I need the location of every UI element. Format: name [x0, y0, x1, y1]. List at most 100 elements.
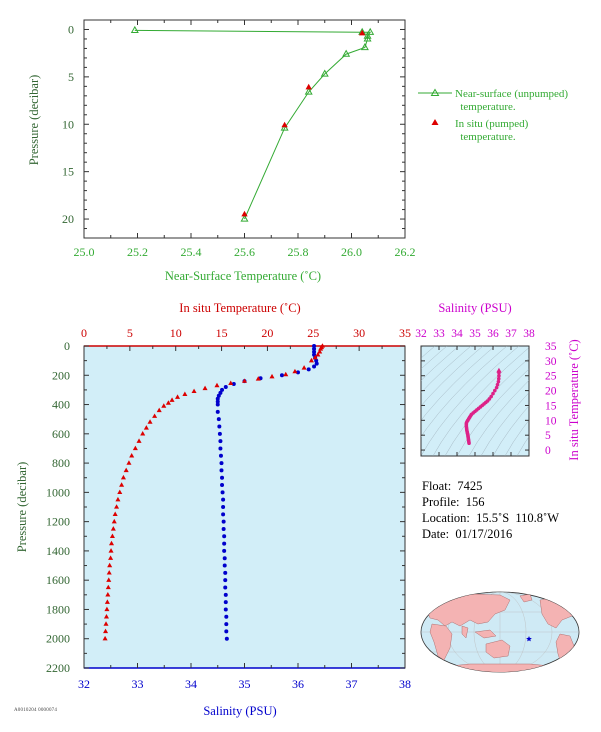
ts-point — [478, 405, 483, 409]
temperature-point — [147, 419, 153, 424]
ts-surface-marker — [496, 367, 502, 373]
ts-point — [467, 441, 471, 446]
ts-point — [495, 382, 500, 387]
temperature-point — [269, 373, 275, 379]
plot1-x-tick-label: 25.4 — [181, 245, 202, 259]
plot2-temp-tick-label: 35 — [399, 326, 411, 340]
plot2-sal-tick-label: 36 — [292, 677, 304, 691]
plot1-frame — [83, 19, 406, 239]
ts-point — [496, 379, 501, 384]
plot2-y-tick-label: 1200 — [46, 515, 70, 529]
salinity-point — [217, 424, 222, 429]
salinity-point — [215, 396, 220, 401]
temperature-point — [161, 403, 167, 408]
ts-point — [464, 422, 469, 427]
map-asia-europe — [424, 593, 511, 627]
plot3-sal-tick-label: 37 — [505, 328, 517, 340]
map-africa — [429, 623, 453, 661]
temperature-point — [292, 368, 298, 374]
temperature-point — [126, 460, 132, 465]
temperature-point — [319, 344, 325, 350]
float-location-star-icon — [526, 636, 532, 642]
plot1-ylabel: Pressure (decibar) — [27, 75, 41, 166]
unpumped-point — [360, 42, 369, 51]
temperature-point — [169, 397, 175, 402]
salinity-point — [222, 534, 227, 539]
plot1-legend: Near-surface (unpumped) temperature. In … — [418, 88, 568, 143]
salinity-point — [306, 367, 311, 372]
plot2-temp-tick-label: 5 — [127, 326, 133, 340]
salinity-point — [224, 629, 229, 634]
plot2-y-tick-label: 2000 — [46, 632, 70, 646]
ts-point — [491, 391, 495, 396]
plot3-temp-tick-label: 25 — [545, 371, 557, 383]
ts-point — [493, 388, 497, 393]
plot2-temp-tick-label: 15 — [216, 326, 228, 340]
ts-point — [464, 425, 469, 430]
salinity-point — [221, 512, 226, 517]
salinity-point — [242, 379, 247, 384]
temperature-point — [308, 357, 314, 363]
salinity-point — [223, 570, 228, 575]
temperature-point — [317, 349, 323, 354]
unpumped-point — [342, 49, 351, 57]
ts-point — [497, 373, 501, 378]
plot3-temp-tick-label: 10 — [545, 415, 557, 427]
salinity-point — [221, 505, 226, 509]
legend-marker-unpumped — [430, 88, 440, 96]
temperature-point — [111, 518, 117, 524]
plot2-bottom-label: Salinity (PSU) — [203, 704, 276, 718]
temperature-point — [120, 474, 126, 480]
plot3-frame — [420, 345, 530, 457]
temperature-point — [119, 482, 125, 487]
plot2-sal-tick-label: 38 — [399, 677, 411, 691]
salinity-point — [222, 548, 227, 553]
salinity-point — [314, 361, 319, 366]
float-info: Float: 7425 Profile: 156 Location: 15.5˚… — [422, 478, 559, 542]
unpumped-point — [304, 87, 313, 95]
pumped-point — [305, 83, 312, 90]
legend-label-unpumped-1: Near-surface (unpumped) — [455, 88, 568, 100]
temperature-point — [228, 380, 234, 386]
map-india-sea — [461, 625, 469, 639]
temperature-point — [202, 385, 208, 391]
salinity-point — [313, 355, 318, 360]
salinity-point — [312, 346, 317, 351]
ts-point — [466, 435, 470, 440]
salinity-point — [221, 526, 226, 531]
temperature-point — [319, 343, 325, 348]
plot3-temp-tick-label: 5 — [545, 430, 551, 442]
plot2-sal-tick-label: 32 — [78, 677, 90, 691]
plot3-temp-tick-label: 35 — [545, 341, 557, 353]
salinity-point — [222, 541, 227, 546]
ts-point — [497, 370, 501, 375]
salinity-point — [215, 409, 220, 414]
salinity-point — [221, 497, 226, 502]
ts-point — [466, 439, 471, 443]
plot2-temp-tick-label: 25 — [307, 326, 319, 340]
ts-point — [484, 400, 488, 405]
plot2-y-tick-label: 400 — [52, 398, 70, 412]
plot2-sal-tick-label: 34 — [185, 677, 197, 691]
salinity-point — [312, 349, 317, 354]
salinity-point — [223, 607, 228, 612]
salinity-point — [223, 578, 228, 583]
unpumped-point — [363, 34, 372, 42]
ts-point — [466, 418, 470, 423]
salinity-point — [224, 614, 229, 619]
plot1-xlabel: Near-Surface Temperature (˚C) — [165, 269, 321, 283]
ts-point — [466, 436, 471, 441]
map-north-america — [539, 595, 579, 629]
plot3-temp-tick-label: 0 — [545, 445, 551, 457]
plot3-right-label: In situ Temperature (˚C) — [567, 339, 581, 460]
ts-point — [468, 414, 473, 418]
plot1-y-tick-label: 0 — [68, 22, 74, 36]
ts-point — [485, 399, 490, 403]
salinity-point — [312, 364, 317, 369]
plot2-top-label: In situ Temperature (˚C) — [179, 301, 300, 315]
temperature-point — [315, 351, 321, 357]
plot2-frame — [83, 345, 406, 669]
plot2-sal-tick-label: 33 — [132, 677, 144, 691]
salinity-point — [223, 384, 228, 389]
temperature-point — [175, 394, 181, 399]
